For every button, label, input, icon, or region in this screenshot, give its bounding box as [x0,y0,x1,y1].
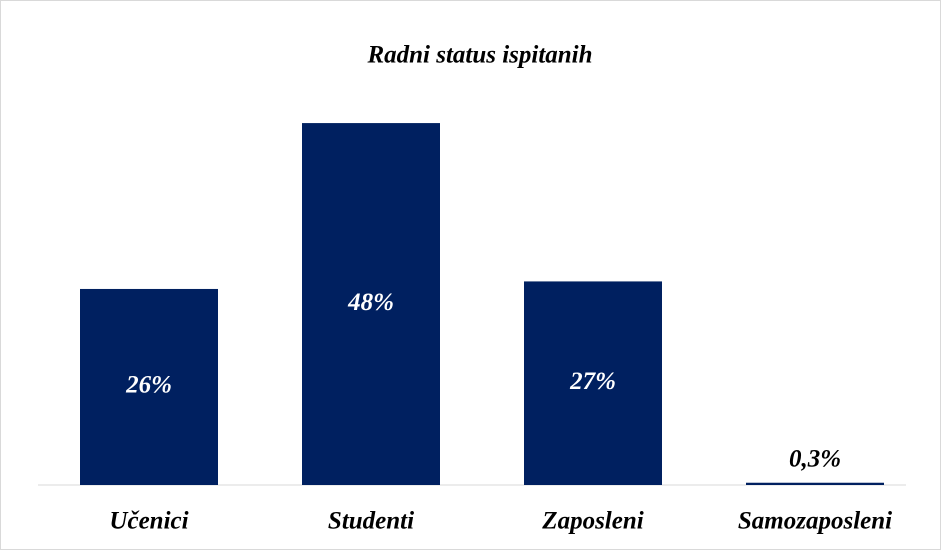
data-label: 0,3% [789,445,841,472]
data-label: 48% [347,289,394,316]
bar [524,281,662,485]
chart-title: Radni status ispitanih [366,42,592,69]
bar [80,288,218,485]
bar [746,482,884,485]
data-label: 26% [125,372,172,399]
data-label: 27% [569,368,616,395]
x-tick-label: Studenti [328,508,414,535]
x-tick-label: Samozaposleni [738,508,892,535]
x-tick-label: Zaposleni [541,508,643,535]
bar [302,123,440,485]
x-tick-label: Učenici [109,508,188,535]
